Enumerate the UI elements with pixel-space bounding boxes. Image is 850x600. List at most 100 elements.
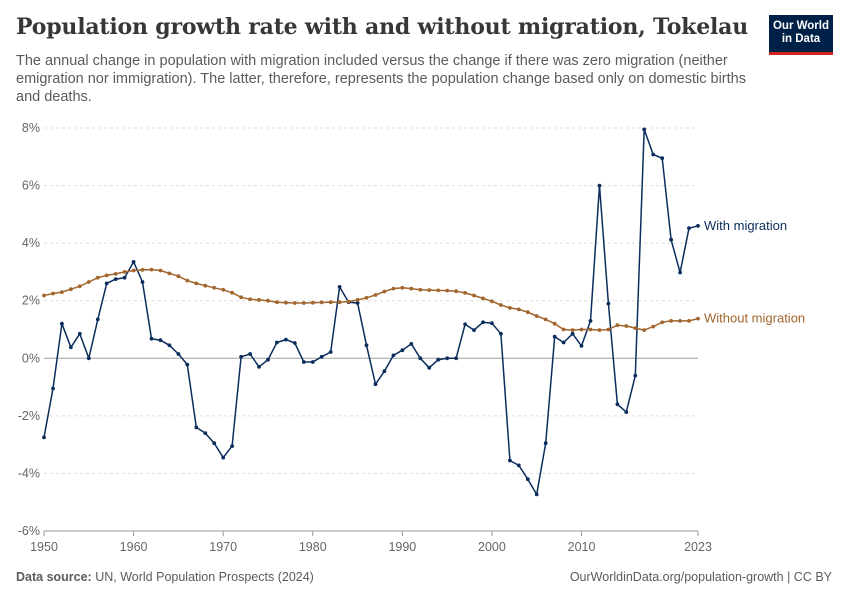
data-point-with-migration bbox=[113, 277, 118, 281]
data-point-with-migration bbox=[284, 337, 288, 342]
data-point-with-migration bbox=[454, 356, 458, 361]
series-label-without-migration: Without migration bbox=[704, 311, 805, 326]
data-point-without-migration bbox=[328, 300, 333, 305]
data-point-with-migration bbox=[239, 354, 244, 359]
data-point-without-migration bbox=[60, 290, 64, 294]
data-point-with-migration bbox=[131, 260, 136, 264]
data-source-text[interactable]: UN, World Population Prospects (2024) bbox=[95, 570, 314, 584]
y-tick-label: 2% bbox=[22, 294, 40, 308]
data-point-without-migration bbox=[51, 291, 55, 296]
x-tick-label: 1960 bbox=[120, 540, 148, 554]
y-tick-label: -4% bbox=[18, 466, 40, 480]
data-point-without-migration bbox=[552, 321, 557, 326]
data-point-without-migration bbox=[525, 310, 530, 315]
data-point-with-migration bbox=[328, 350, 333, 354]
data-point-with-migration bbox=[373, 382, 378, 387]
data-point-without-migration bbox=[409, 286, 414, 291]
data-point-without-migration bbox=[499, 303, 503, 307]
data-point-without-migration bbox=[696, 316, 700, 321]
data-point-without-migration bbox=[481, 296, 485, 301]
data-point-without-migration bbox=[185, 278, 190, 283]
x-tick-label: 2000 bbox=[478, 540, 506, 554]
data-point-without-migration bbox=[140, 268, 145, 272]
data-point-with-migration bbox=[651, 152, 656, 157]
y-tick-label: 6% bbox=[22, 179, 40, 193]
data-point-with-migration bbox=[140, 280, 145, 284]
data-point-without-migration bbox=[516, 307, 521, 312]
data-point-without-migration bbox=[158, 268, 163, 273]
data-point-without-migration bbox=[427, 288, 432, 292]
credit-link[interactable]: OurWorldinData.org/population-growth | C… bbox=[569, 570, 832, 584]
data-point-with-migration bbox=[69, 345, 73, 350]
data-point-without-migration bbox=[122, 270, 127, 274]
data-point-with-migration bbox=[534, 492, 539, 497]
data-point-without-migration bbox=[660, 320, 665, 325]
data-point-without-migration bbox=[642, 328, 647, 332]
data-point-with-migration bbox=[391, 353, 396, 358]
data-point-without-migration bbox=[373, 293, 378, 297]
data-point-without-migration bbox=[588, 327, 593, 332]
data-point-with-migration bbox=[167, 343, 172, 348]
data-point-with-migration bbox=[212, 441, 217, 446]
data-point-with-migration bbox=[615, 402, 620, 407]
data-point-with-migration bbox=[552, 334, 557, 339]
data-point-with-migration bbox=[669, 237, 673, 242]
data-point-with-migration bbox=[194, 425, 199, 430]
data-point-with-migration bbox=[409, 342, 414, 346]
data-point-without-migration bbox=[257, 298, 261, 302]
data-point-with-migration bbox=[266, 357, 270, 362]
data-point-without-migration bbox=[570, 328, 575, 332]
data-point-with-migration bbox=[176, 352, 181, 356]
data-source: Data source: UN, World Population Prospe… bbox=[16, 570, 314, 584]
data-point-without-migration bbox=[463, 291, 467, 295]
data-point-with-migration bbox=[257, 365, 261, 369]
series-label-with-migration: With migration bbox=[704, 218, 787, 233]
data-point-with-migration bbox=[436, 357, 441, 362]
data-source-label: Data source: bbox=[16, 570, 92, 584]
data-point-with-migration bbox=[597, 183, 602, 188]
data-point-with-migration bbox=[678, 270, 682, 275]
data-point-without-migration bbox=[687, 319, 691, 323]
data-point-with-migration bbox=[642, 127, 647, 132]
logo-line-1: Our World bbox=[772, 20, 829, 32]
data-point-without-migration bbox=[86, 280, 91, 284]
data-point-without-migration bbox=[633, 326, 638, 330]
data-point-with-migration bbox=[633, 373, 638, 378]
data-point-with-migration bbox=[445, 356, 450, 361]
data-point-without-migration bbox=[543, 317, 548, 322]
data-point-without-migration bbox=[400, 285, 405, 290]
data-point-with-migration bbox=[230, 444, 235, 448]
data-point-without-migration bbox=[364, 295, 369, 300]
data-point-without-migration bbox=[69, 287, 73, 292]
data-point-without-migration bbox=[508, 306, 512, 310]
data-point-without-migration bbox=[203, 283, 208, 288]
data-point-without-migration bbox=[194, 281, 199, 286]
data-point-without-migration bbox=[579, 327, 584, 332]
data-point-without-migration bbox=[391, 286, 396, 291]
data-point-with-migration bbox=[516, 463, 521, 468]
data-point-with-migration bbox=[606, 301, 611, 306]
data-point-without-migration bbox=[624, 324, 629, 328]
data-point-with-migration bbox=[60, 321, 64, 326]
data-point-with-migration bbox=[275, 340, 279, 345]
data-point-without-migration bbox=[275, 300, 279, 305]
data-point-without-migration bbox=[77, 284, 82, 289]
data-point-with-migration bbox=[77, 331, 82, 336]
data-point-with-migration bbox=[104, 281, 109, 286]
data-point-with-migration bbox=[95, 317, 100, 322]
data-point-with-migration bbox=[570, 331, 575, 336]
data-point-with-migration bbox=[292, 341, 297, 345]
data-point-without-migration bbox=[597, 328, 602, 332]
data-point-with-migration bbox=[51, 386, 55, 391]
data-point-with-migration bbox=[355, 301, 360, 305]
x-tick-label: 1990 bbox=[388, 540, 416, 554]
x-tick-label: 1970 bbox=[209, 540, 237, 554]
data-point-with-migration bbox=[508, 458, 512, 463]
data-point-without-migration bbox=[310, 300, 315, 305]
data-point-with-migration bbox=[185, 362, 190, 367]
y-tick-label: -6% bbox=[18, 524, 40, 538]
owid-logo[interactable]: Our World in Data bbox=[769, 15, 833, 55]
data-point-with-migration bbox=[543, 441, 548, 446]
data-point-without-migration bbox=[95, 275, 100, 280]
data-point-without-migration bbox=[266, 298, 270, 303]
